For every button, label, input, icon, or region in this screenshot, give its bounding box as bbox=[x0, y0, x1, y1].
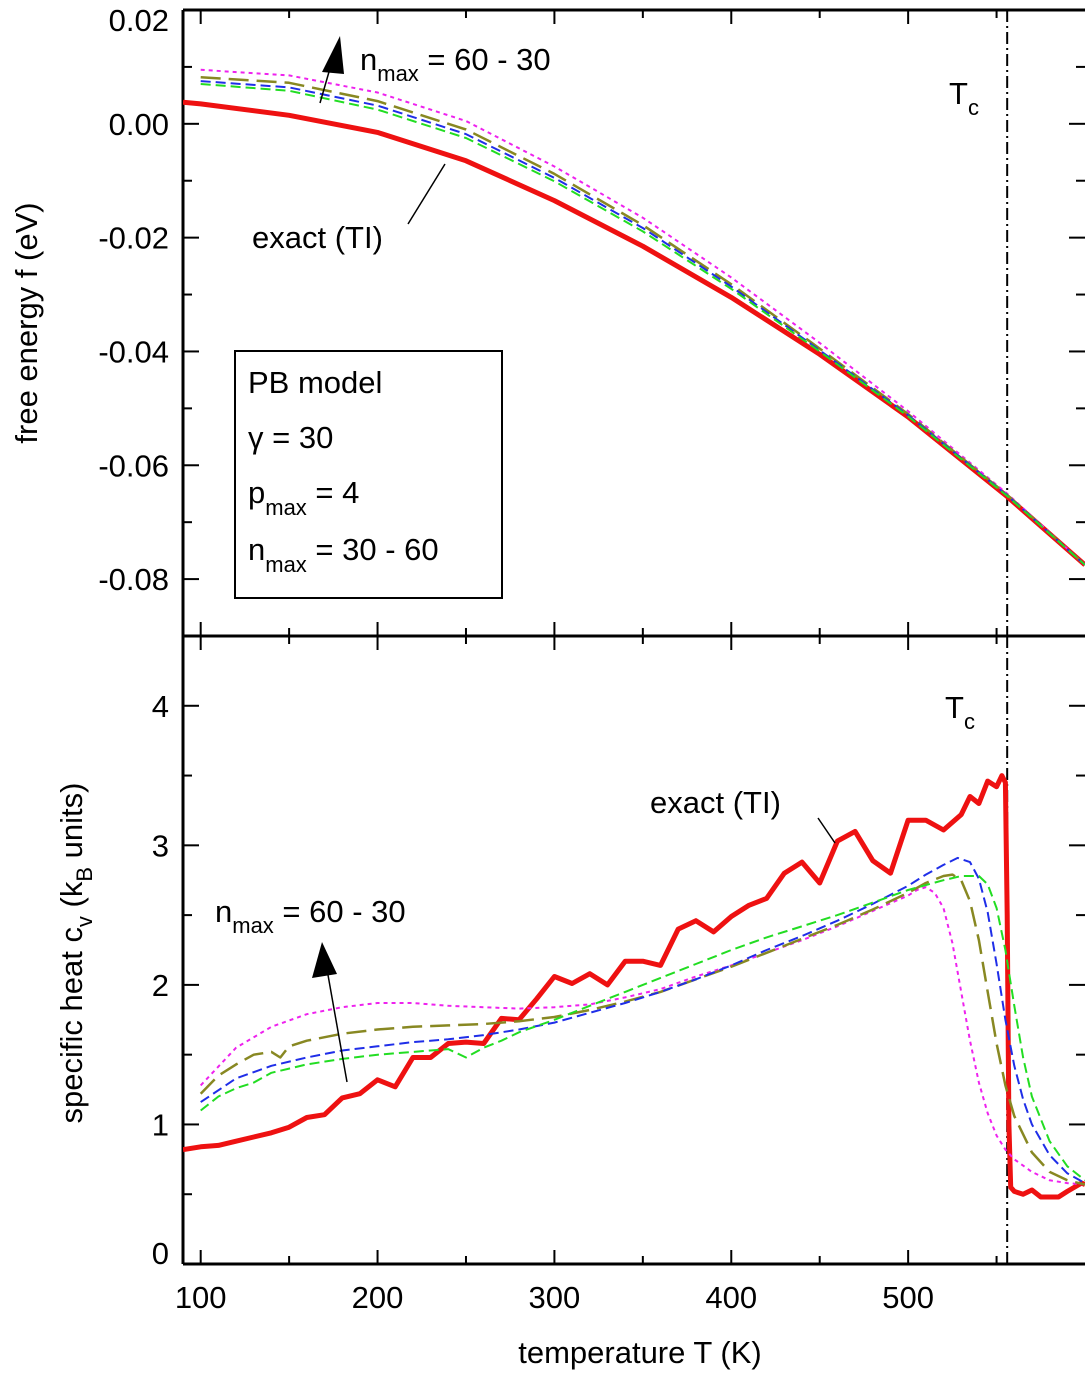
series-line-4 bbox=[200, 875, 1085, 1182]
nmax-label-top: nmax = 60 - 30 bbox=[360, 42, 551, 86]
nmax-main: n bbox=[360, 42, 377, 77]
nmax-rest: = 60 - 30 bbox=[419, 42, 551, 77]
legend-rest: = 30 - 60 bbox=[307, 532, 439, 567]
legend-sub: max bbox=[265, 552, 307, 577]
x-axis-label: temperature T (K) bbox=[518, 1335, 762, 1370]
x-tick-label: 400 bbox=[705, 1280, 757, 1315]
y-tick-label: 0.00 bbox=[109, 107, 169, 142]
legend-rest: = 4 bbox=[307, 475, 360, 510]
x-tick-label: 100 bbox=[175, 1280, 227, 1315]
nmax-arrow-head bbox=[322, 36, 344, 74]
exact-leader-top bbox=[407, 163, 446, 225]
tc-label-main: T bbox=[945, 690, 964, 725]
tc-label-sub: c bbox=[964, 709, 975, 734]
x-tick-label: 200 bbox=[352, 1280, 404, 1315]
y-tick-label: -0.06 bbox=[98, 448, 169, 483]
y-tick-label: -0.02 bbox=[98, 221, 169, 256]
series-line-3 bbox=[200, 856, 1085, 1184]
tc-label-top: Tc bbox=[949, 76, 979, 120]
series-group bbox=[183, 773, 1085, 1200]
series-line-3 bbox=[200, 80, 1085, 566]
nmax-rest: = 60 - 30 bbox=[274, 894, 406, 929]
x-tick-label: 500 bbox=[882, 1280, 934, 1315]
nmax-arrow-line-bottom bbox=[327, 974, 348, 1083]
y-tick-label: -0.08 bbox=[98, 562, 169, 597]
ylabel-sub: v bbox=[72, 916, 97, 927]
series-line-2 bbox=[200, 75, 1085, 566]
legend-line-3: nmax = 30 - 60 bbox=[248, 532, 439, 577]
ylabel-end: units) bbox=[54, 783, 89, 867]
y-tick-label: 3 bbox=[152, 828, 169, 863]
y-tick-label: 4 bbox=[152, 689, 169, 724]
tc-label-main: T bbox=[949, 76, 968, 111]
ylabel-rest: (k bbox=[54, 881, 89, 916]
series-line-1 bbox=[200, 68, 1085, 566]
series-line-2 bbox=[199, 873, 1085, 1186]
legend-sub: max bbox=[265, 495, 307, 520]
legend-line-1: γ = 30 bbox=[248, 420, 333, 455]
nmax-label-bottom: nmax = 60 - 30 bbox=[215, 894, 406, 938]
y-axis-label-top: free energy f (eV) bbox=[9, 202, 44, 443]
series-line-4 bbox=[200, 83, 1085, 566]
nmax-main: n bbox=[215, 894, 232, 929]
y-tick-label: -0.04 bbox=[98, 334, 169, 369]
y-tick-label: 0.02 bbox=[109, 3, 169, 38]
exact-label-top: exact (TI) bbox=[252, 220, 383, 255]
y-tick-label: 2 bbox=[152, 968, 169, 1003]
ylabel-sub2: B bbox=[72, 867, 97, 882]
free-energy-panel: 0.02 0.00 -0.02 -0.04 -0.06 -0.08 free energy … bbox=[9, 3, 1085, 638]
nmax-arrow-head-bottom bbox=[312, 942, 337, 978]
tc-label-sub: c bbox=[968, 95, 979, 120]
exact-label-bottom: exact (TI) bbox=[650, 785, 781, 820]
y-tick-label: 0 bbox=[152, 1236, 169, 1271]
x-tick-label: 300 bbox=[529, 1280, 581, 1315]
tc-label-bottom: Tc bbox=[945, 690, 975, 734]
exact-leader-bottom bbox=[817, 817, 836, 844]
series-group bbox=[183, 68, 1085, 567]
series-line-1 bbox=[199, 886, 1085, 1186]
legend-main: n bbox=[248, 532, 265, 567]
nmax-sub: max bbox=[232, 913, 274, 938]
ylabel-main: specific heat c bbox=[54, 927, 89, 1123]
legend-line-2: pmax = 4 bbox=[248, 475, 359, 520]
series-line-0 bbox=[183, 773, 1085, 1200]
nmax-sub: max bbox=[377, 61, 419, 86]
y-axis-label-bottom: specific heat cv (kB units) bbox=[54, 783, 97, 1124]
legend-box bbox=[234, 350, 503, 599]
y-tick-label: 1 bbox=[152, 1107, 169, 1142]
legend-main: p bbox=[248, 475, 265, 510]
legend-line-0: PB model bbox=[248, 365, 382, 400]
specific-heat-panel: 100 200 300 400 500 0 1 2 3 4 temperature T (K) spe… bbox=[54, 634, 1085, 1370]
